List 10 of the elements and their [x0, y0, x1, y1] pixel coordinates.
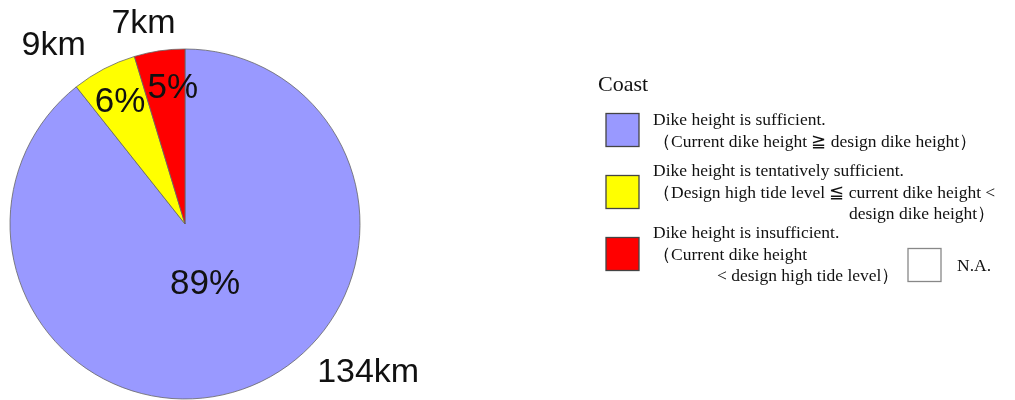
- legend-label: N.A.: [957, 254, 992, 275]
- data-label: 134km: [317, 351, 420, 390]
- text: 6%: [94, 80, 146, 120]
- legend-label: Dike height is sufficient. （Current dike height ≧ design dike height）: [653, 109, 978, 151]
- legend-label: Dike height is tentatively sufficient. （Design high tide level ≦ current dike height < design dike height）: [653, 160, 996, 224]
- legend-label: Dike height is insufficient. （Current dike height < design high tide level）: [653, 222, 900, 286]
- text: 89%: [170, 262, 241, 302]
- data-label: 9km: [21, 23, 86, 62]
- data-label: 7km: [111, 2, 176, 41]
- legend-title: Coast: [598, 71, 649, 96]
